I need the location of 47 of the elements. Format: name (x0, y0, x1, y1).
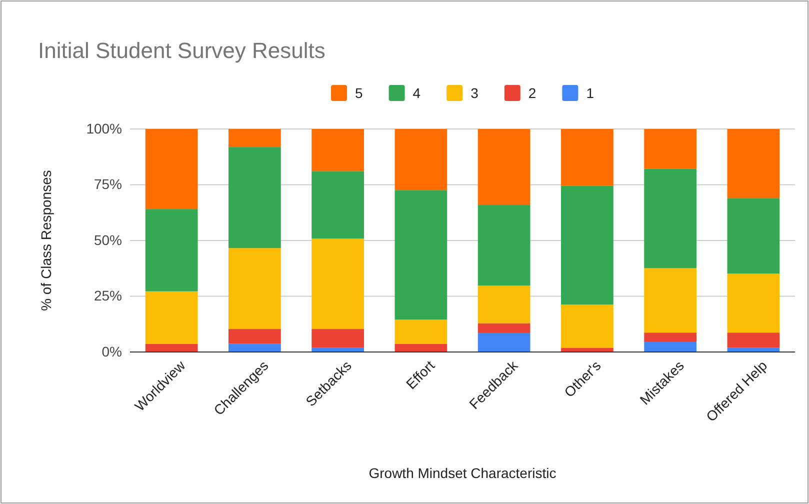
bar (478, 286, 530, 324)
bar (228, 329, 281, 344)
bar (145, 209, 198, 292)
bar (644, 129, 696, 169)
bar (644, 342, 696, 352)
bar (644, 168, 696, 268)
bar (145, 344, 198, 352)
bar (727, 198, 780, 274)
x-axis-title: Growth Mindset Characteristic (368, 465, 556, 481)
bar (228, 248, 281, 330)
bar (478, 205, 530, 286)
legend-label: 3 (470, 85, 479, 101)
y-axis-title: % of Class Responses (38, 170, 54, 311)
y-tick-label: 100% (86, 120, 122, 136)
legend-label: 4 (412, 85, 421, 101)
bar (478, 323, 530, 334)
bar (312, 129, 364, 172)
bar (312, 171, 364, 238)
bar (394, 344, 448, 352)
bar (478, 129, 530, 206)
bar (394, 129, 448, 190)
bar (145, 291, 198, 344)
bar (312, 329, 364, 348)
legend-label: 2 (528, 85, 536, 101)
chart-title: Initial Student Survey Results (38, 38, 326, 63)
bar (478, 333, 530, 352)
legend-label: 5 (355, 85, 364, 101)
legend-label: 1 (586, 85, 594, 101)
bar (145, 129, 198, 210)
y-tick-label: 25% (94, 288, 122, 304)
y-tick-label: 50% (94, 232, 122, 248)
bar (727, 129, 780, 198)
y-tick-label: 0% (102, 343, 122, 360)
bar (727, 332, 780, 348)
bar (644, 268, 696, 333)
bar (228, 344, 281, 352)
bar (561, 304, 614, 348)
bar (727, 274, 780, 333)
bar (561, 186, 614, 304)
y-tick-label: 75% (94, 176, 122, 192)
bar (561, 129, 614, 186)
bar (394, 320, 448, 344)
bar (312, 238, 364, 330)
bar (228, 129, 281, 148)
bar (394, 190, 448, 320)
bar (644, 332, 696, 342)
bar (228, 147, 281, 248)
